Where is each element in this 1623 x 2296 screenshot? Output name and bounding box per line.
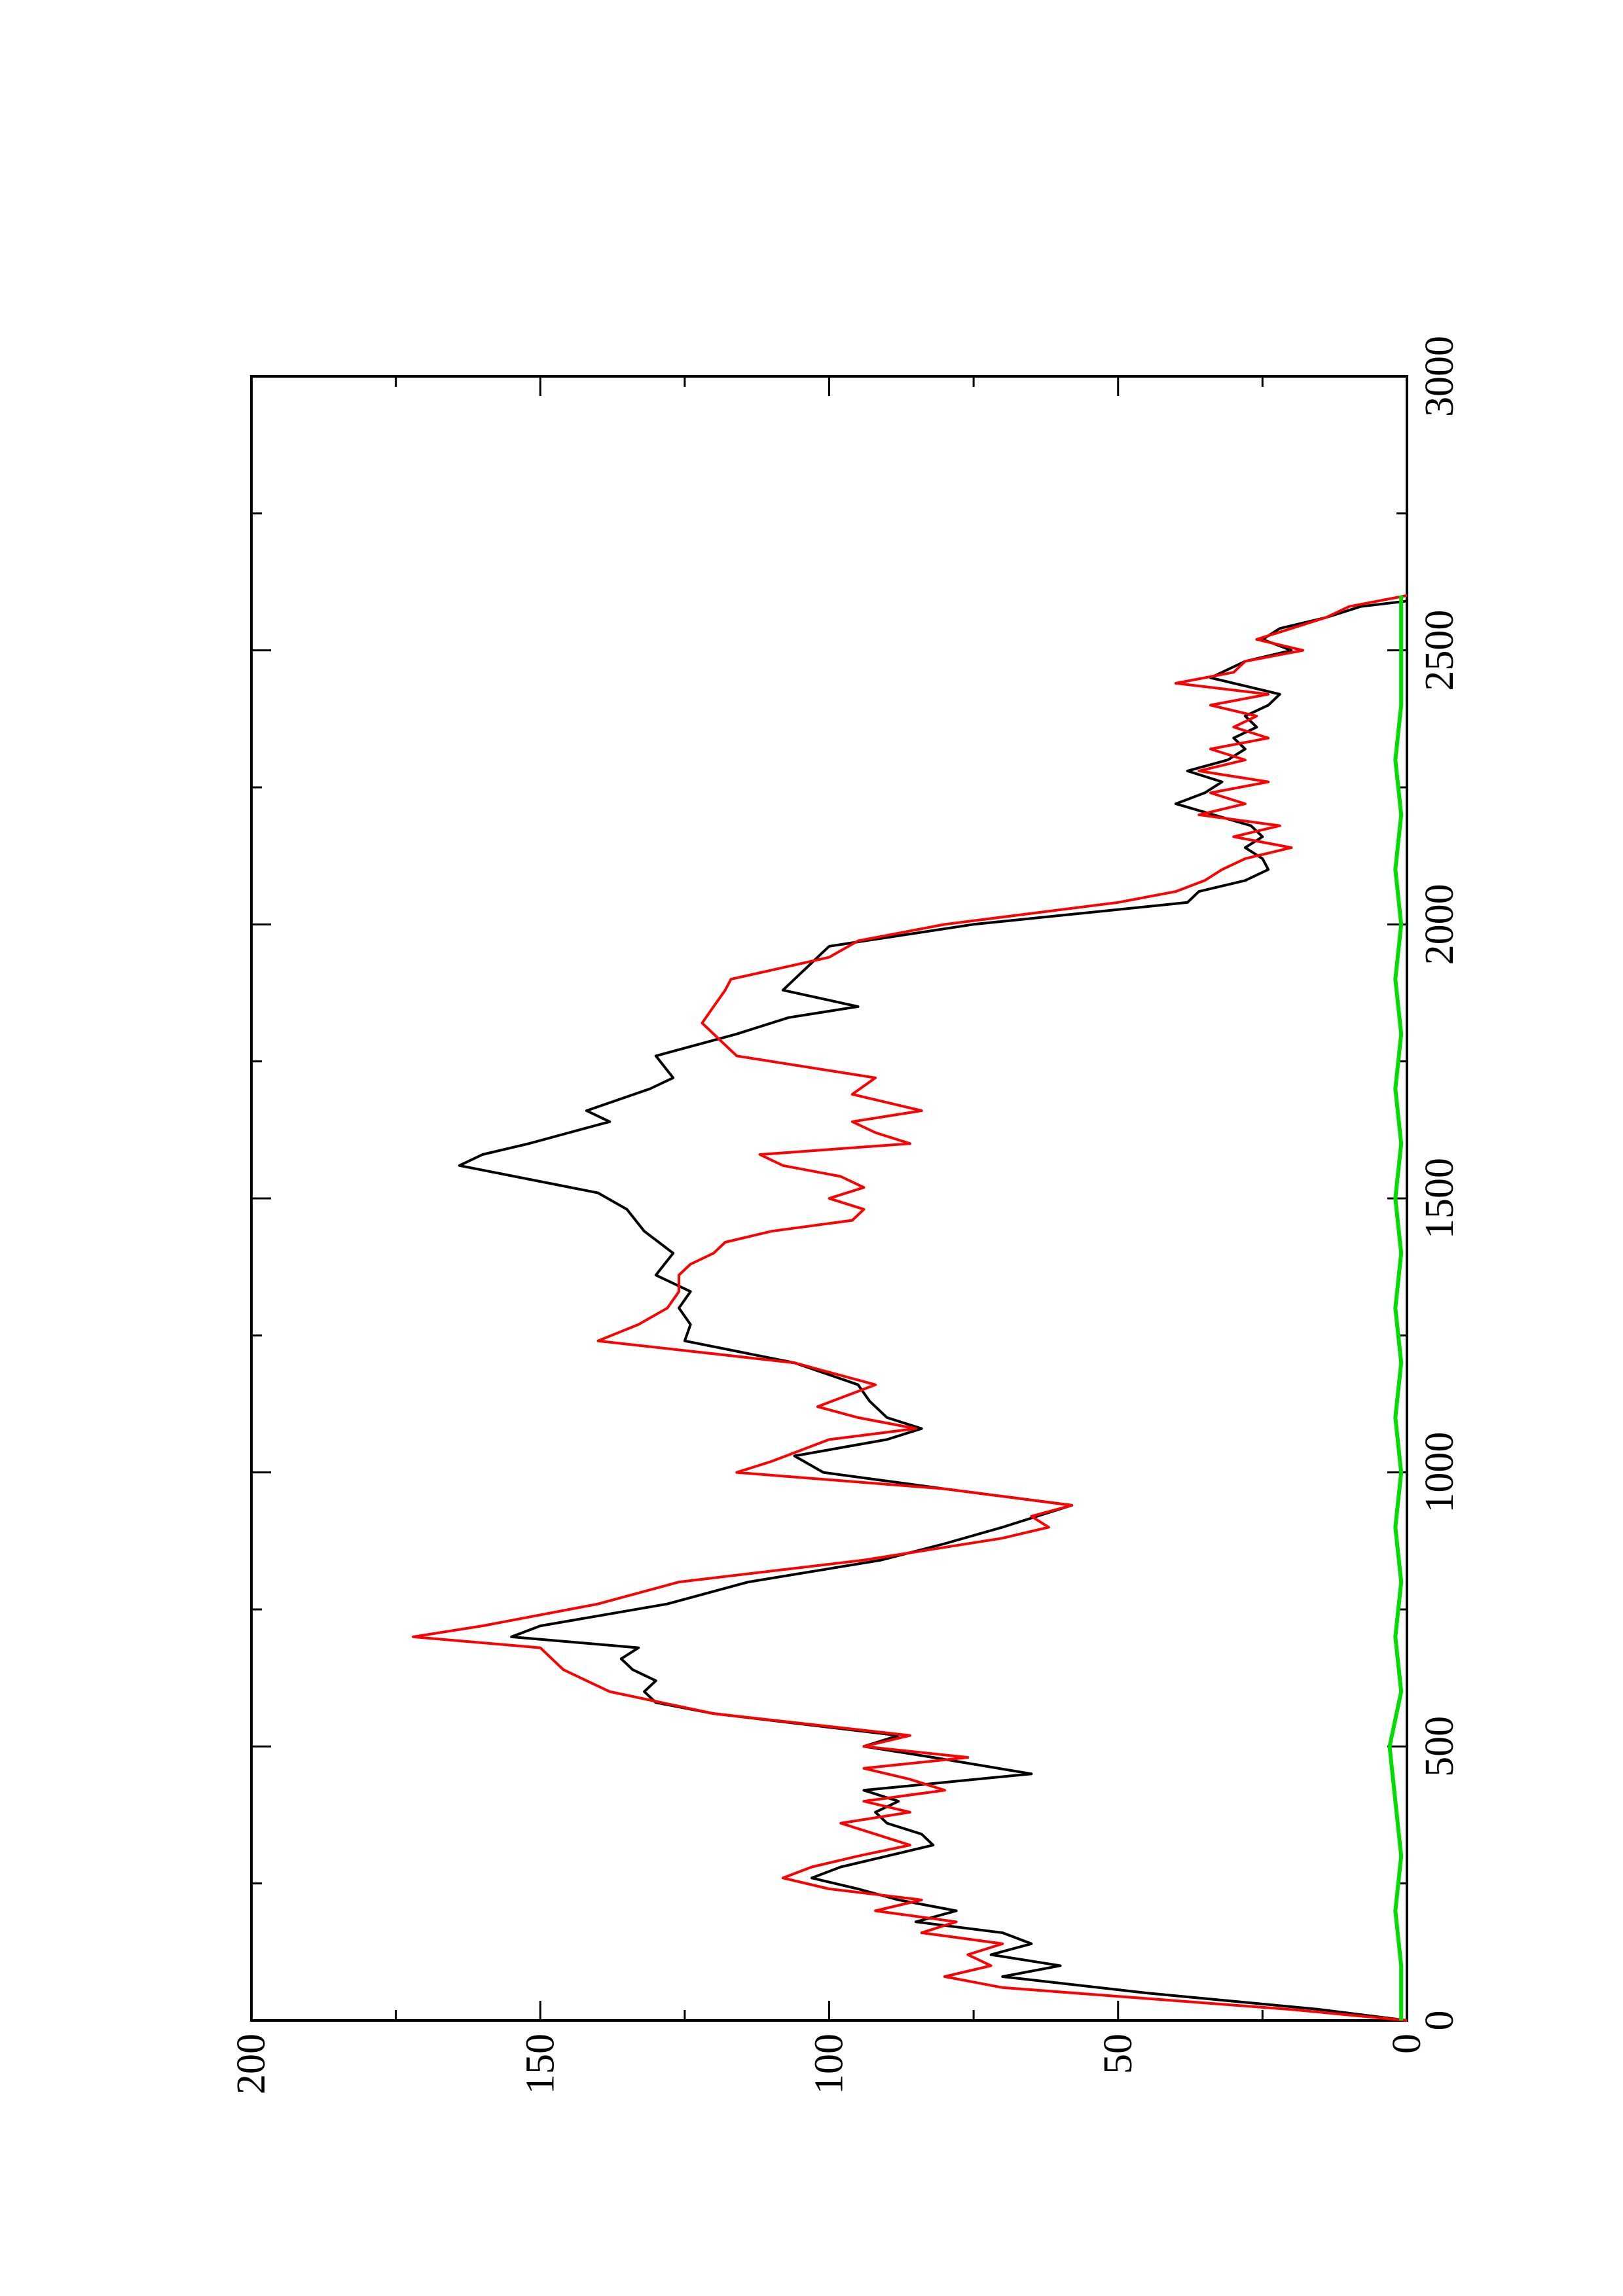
axis-ticks	[250, 375, 1408, 2022]
x-tick-label: 2500	[1417, 610, 1462, 691]
y-tick-label: 200	[229, 2034, 274, 2094]
y-tick-label: 100	[807, 2034, 852, 2094]
x-tick-label: 3000	[1417, 336, 1462, 417]
series-black-line	[458, 600, 1408, 2022]
x-tick-label: 1500	[1417, 1158, 1462, 1239]
x-tick-label: 500	[1417, 1716, 1462, 1777]
y-tick-label: 50	[1096, 2034, 1140, 2074]
series-red-line	[412, 594, 1408, 2022]
x-tick-label: 0	[1417, 2011, 1462, 2031]
tick-labels: 0 500 1000 1500 2000 2500 3000 0 50 100 150 200	[229, 336, 1462, 2094]
series-green-line	[1387, 595, 1404, 2020]
y-tick-label: 150	[518, 2034, 562, 2094]
y-tick-label: 0	[1385, 2034, 1429, 2054]
x-tick-label: 2000	[1417, 884, 1462, 965]
x-tick-label: 1000	[1417, 1432, 1462, 1513]
series-group	[412, 594, 1408, 2022]
plot-area	[250, 375, 1408, 2022]
